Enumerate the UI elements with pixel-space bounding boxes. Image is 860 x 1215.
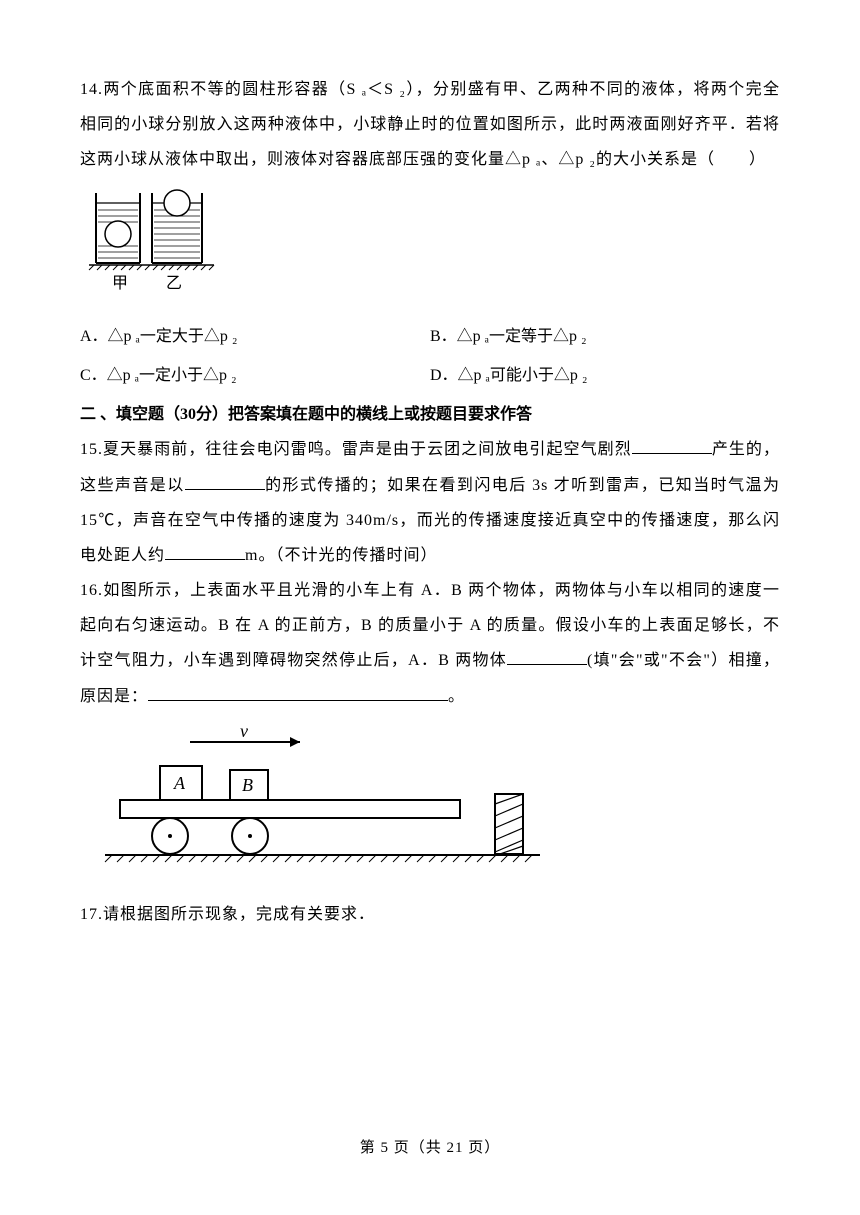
velocity-label: v <box>240 724 248 741</box>
figure-cart: v A B <box>100 724 780 887</box>
q16-text-c: 。 <box>448 688 465 705</box>
option-c: C．△p ₐ一定小于△p ₂ <box>80 358 430 393</box>
question-17: 17.请根据图所示现象，完成有关要求． <box>80 897 780 932</box>
section-2-header: 二 、填空题（30分）把答案填在题中的横线上或按题目要求作答 <box>80 397 780 432</box>
beaker-label-left: 甲 <box>112 275 128 292</box>
option-d: D．△p ₐ可能小于△p ₂ <box>430 358 780 393</box>
option-row-1: A．△p ₐ一定大于△p ₂ B．△p ₐ一定等于△p ₂ <box>80 319 780 354</box>
question-14: 14.两个底面积不等的圆柱形容器（S ₐ＜S ₂），分别盛有甲、乙两种不同的液体… <box>80 72 780 178</box>
q15-text-d: m。（不计光的传播时间） <box>245 547 437 564</box>
box-b-label: B <box>242 775 253 795</box>
option-b: B．△p ₐ一定等于△p ₂ <box>430 319 780 354</box>
blank-q16-1[interactable] <box>507 648 587 666</box>
q15-text-a: 15.夏天暴雨前，往往会电闪雷鸣。雷声是由于云团之间放电引起空气剧烈 <box>80 441 632 458</box>
blank-q16-2[interactable] <box>148 683 448 701</box>
figure-beakers: 甲 乙 <box>84 188 780 311</box>
question-15: 15.夏天暴雨前，往往会电闪雷鸣。雷声是由于云团之间放电引起空气剧烈产生的，这些… <box>80 432 780 573</box>
question-16: 16.如图所示，上表面水平且光滑的小车上有 A．B 两个物体，两物体与小车以相同… <box>80 573 780 714</box>
option-row-2: C．△p ₐ一定小于△p ₂ D．△p ₐ可能小于△p ₂ <box>80 358 780 393</box>
page-footer: 第 5 页（共 21 页） <box>0 1132 860 1165</box>
box-a-label: A <box>173 773 186 793</box>
blank-q15-3[interactable] <box>165 542 245 560</box>
option-a: A．△p ₐ一定大于△p ₂ <box>80 319 430 354</box>
beaker-label-right: 乙 <box>166 275 182 292</box>
blank-q15-1[interactable] <box>632 437 712 455</box>
blank-q15-2[interactable] <box>185 472 265 490</box>
